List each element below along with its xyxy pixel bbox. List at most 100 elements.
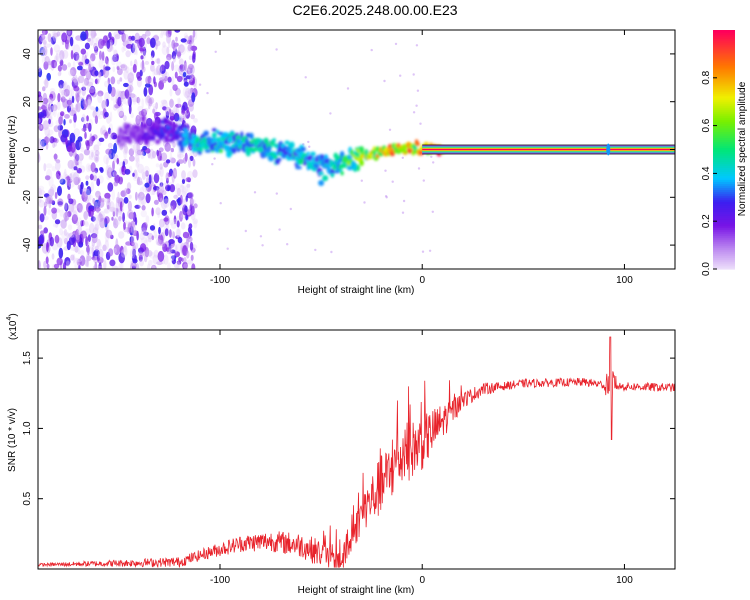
noise-blob: [159, 218, 165, 228]
noise-speck: [383, 79, 386, 83]
noise-blob: [57, 123, 60, 133]
noise-blob: [63, 229, 68, 236]
noise-blob: [89, 86, 95, 94]
noise-blob: [41, 30, 48, 35]
noise-blob: [144, 148, 151, 154]
noise-blob: [120, 64, 128, 71]
heatmap-x-axis-label: Height of straight line (km): [298, 285, 415, 296]
noise-blob: [96, 178, 101, 187]
noise-blob: [140, 243, 147, 252]
noise-blob: [153, 186, 160, 191]
noise-blob: [42, 120, 49, 131]
noise-blob: [104, 208, 109, 214]
noise-blob: [43, 205, 47, 216]
noise-blob: [103, 64, 106, 75]
colorbar-cell: [713, 47, 735, 51]
noise-blob: [90, 181, 95, 192]
noise-blob: [184, 205, 188, 213]
signal-blob: [289, 141, 295, 149]
colorbar-cell: [713, 30, 735, 33]
noise-blob: [46, 263, 50, 269]
noise-blob: [138, 110, 144, 116]
noise-blob: [50, 47, 53, 56]
noise-blob: [57, 65, 63, 72]
noise-blob: [135, 263, 140, 269]
noise-blob: [95, 193, 100, 200]
noise-blob: [51, 31, 56, 39]
noise-blob: [120, 249, 128, 258]
signal-blob: [227, 136, 234, 143]
colorbar-cell: [713, 219, 735, 222]
signal-blob: [203, 130, 209, 137]
noise-blob: [139, 232, 145, 241]
noise-blob: [144, 83, 151, 88]
noise-blob: [86, 84, 90, 92]
heatmap-y-axis: -40 -20 0 20 40: [22, 48, 675, 252]
noise-blob: [97, 140, 102, 147]
noise-blob: [146, 250, 153, 257]
noise-blob: [91, 233, 98, 244]
noise-blob: [176, 260, 182, 265]
noise-blob: [86, 115, 89, 122]
noise-blob: [132, 96, 137, 105]
noise-blob: [135, 191, 138, 201]
colorbar-cell: [713, 117, 735, 121]
noise-blob: [64, 168, 67, 177]
noise-blob: [136, 149, 144, 156]
noise-blob: [182, 71, 187, 78]
noise-blob: [77, 249, 81, 255]
noise-blob: [94, 70, 99, 77]
noise-blob: [85, 180, 89, 186]
colorbar-cell: [713, 151, 735, 155]
noise-blob: [64, 201, 68, 211]
noise-blob: [182, 231, 189, 239]
noise-blob: [153, 173, 160, 184]
signal-blob: [318, 179, 325, 186]
noise-blob: [180, 45, 186, 55]
noise-blob: [159, 166, 164, 178]
noise-speck: [213, 157, 216, 160]
noise-blob: [68, 97, 72, 109]
colorbar: 0.0 0.2 0.4 0.6 0.8 Normalized spectral ampl…: [701, 30, 748, 276]
noise-blob: [113, 170, 117, 178]
colorbar-cell: [713, 89, 735, 93]
noise-blob: [110, 76, 116, 85]
noise-blob: [178, 58, 184, 66]
signal-blob: [313, 163, 320, 169]
noise-blob: [66, 260, 70, 267]
noise-blob: [67, 193, 71, 201]
noise-blob: [43, 61, 49, 70]
noise-blob: [56, 257, 63, 266]
noise-blob: [109, 206, 116, 213]
noise-blob: [182, 86, 189, 98]
noise-blob: [129, 212, 134, 220]
noise-blob: [155, 58, 160, 64]
colorbar-cell: [713, 187, 735, 190]
noise-blob: [100, 126, 107, 134]
noise-blob: [77, 65, 83, 71]
noise-speck: [198, 83, 202, 86]
noise-blob: [177, 159, 184, 164]
noise-blob: [141, 66, 146, 73]
noise-blob: [66, 175, 70, 187]
noise-blob: [123, 197, 129, 204]
snr-y-axis: 0.5 1.0 1.5: [22, 351, 675, 506]
noise-blob: [176, 220, 180, 228]
noise-blob: [179, 210, 183, 222]
noise-blob: [155, 207, 161, 216]
noise-blob: [43, 79, 48, 85]
noise-blob: [181, 257, 184, 262]
noise-blob: [40, 35, 47, 43]
noise-blob: [169, 98, 174, 109]
noise-blob: [122, 212, 125, 223]
heatmap-y-axis-label: Frequency (Hz): [7, 116, 18, 185]
colorbar-cell: [713, 83, 735, 87]
heatmap-noise-layer: [38, 30, 435, 269]
noise-blob: [49, 87, 56, 94]
noise-blob: [54, 153, 57, 162]
noise-blob: [184, 90, 191, 99]
colorbar-cell: [713, 249, 735, 252]
noise-speck: [275, 192, 278, 195]
noise-blob: [113, 181, 119, 187]
